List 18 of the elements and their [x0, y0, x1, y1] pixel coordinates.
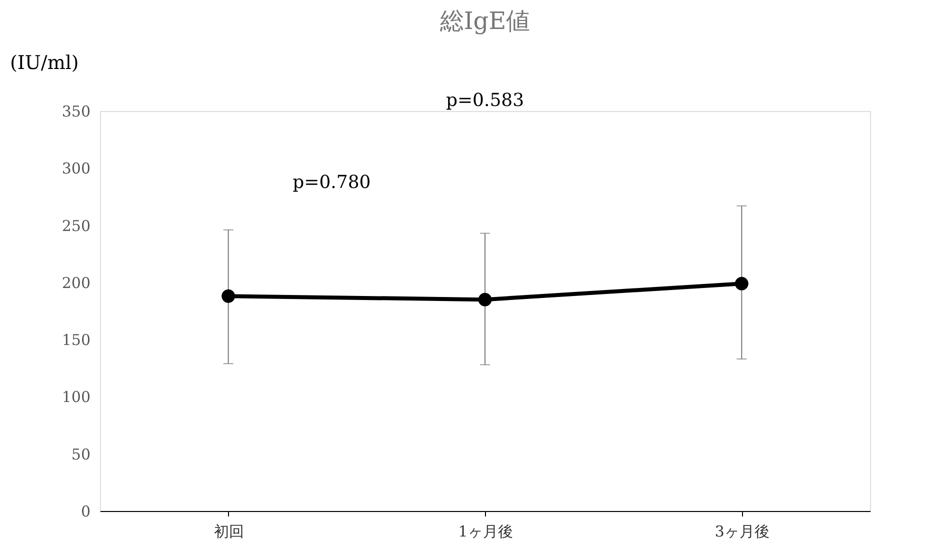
y-axis-title: (IU/ml) — [10, 52, 79, 74]
y-tick-label: 250 — [62, 216, 90, 235]
y-tick-label: 200 — [62, 274, 90, 292]
annotation: p=0.780 — [292, 172, 371, 193]
y-tick-label: 300 — [62, 160, 90, 178]
point — [478, 292, 492, 306]
y-tick-label: 50 — [71, 445, 90, 464]
y-tick-label: 350 — [62, 102, 90, 120]
text: p=0.583 — [446, 90, 524, 111]
y-tick-label: 100 — [62, 388, 90, 406]
x-tick-label: 3ヶ月後 — [714, 522, 770, 540]
point — [734, 276, 748, 290]
y-tick-label: 150 — [62, 331, 90, 350]
x-tick-label: 1ヶ月後 — [458, 522, 513, 540]
point — [222, 289, 236, 303]
y-tick-label: 0 — [80, 502, 90, 520]
x-tick-label: 初回 — [214, 522, 244, 540]
chart-title: 総IgE値 — [438, 7, 530, 35]
